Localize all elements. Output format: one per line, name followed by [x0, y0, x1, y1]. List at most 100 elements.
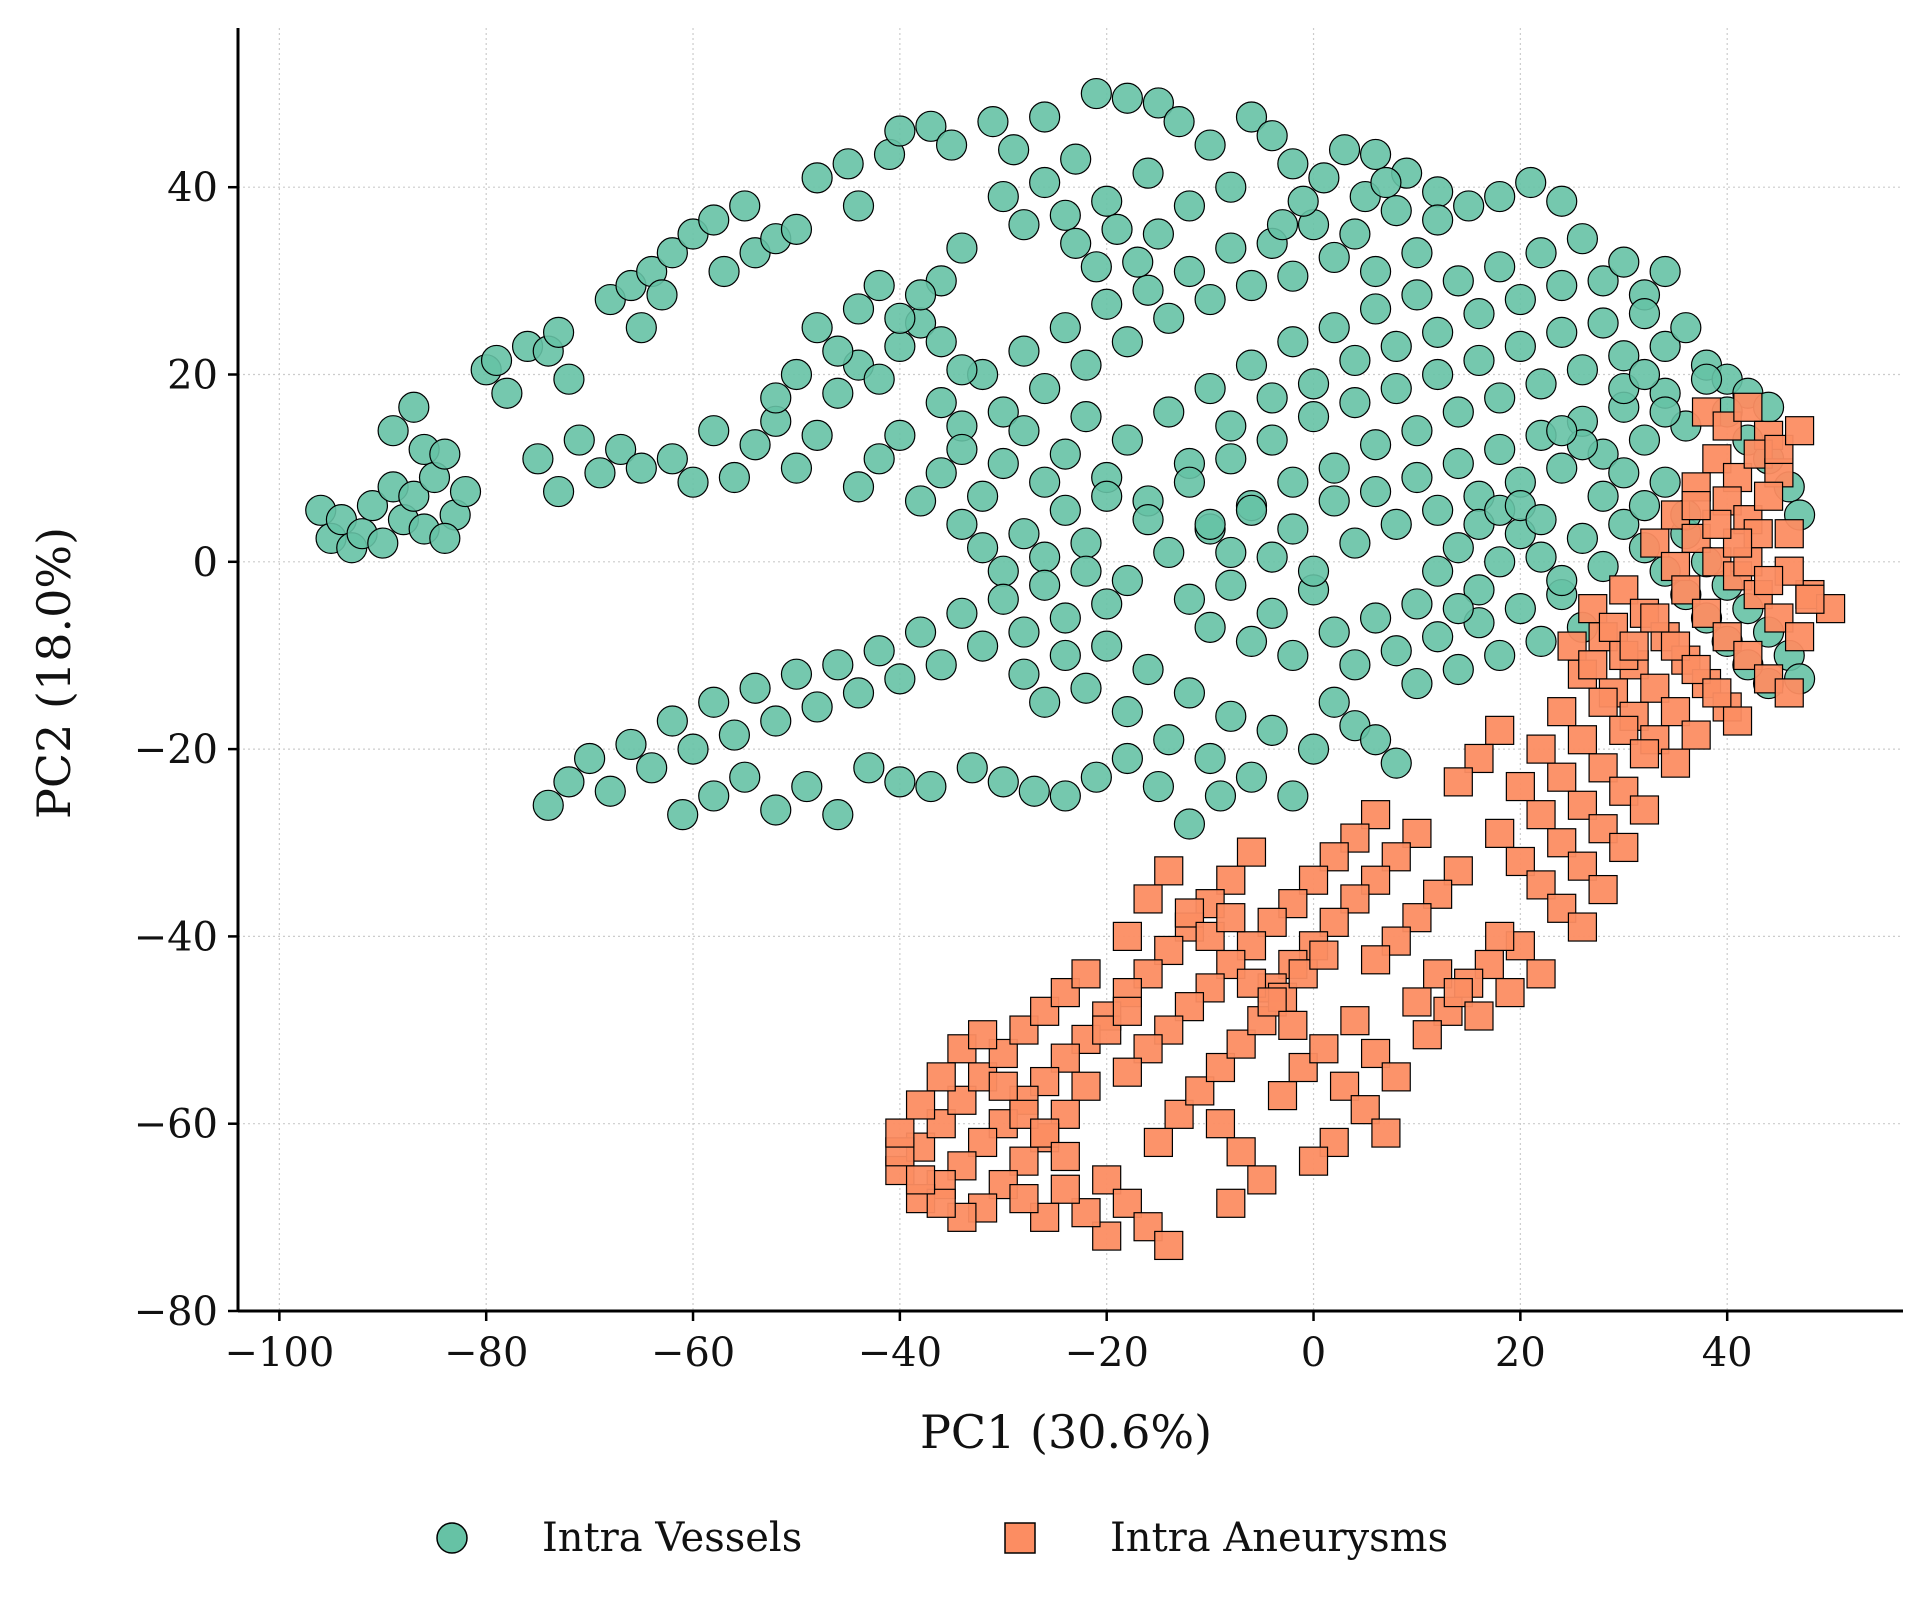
data-point-circle — [1070, 349, 1102, 381]
data-point-circle — [1297, 733, 1330, 765]
data-point-square — [1609, 715, 1639, 745]
data-point-circle — [1318, 241, 1350, 274]
data-point-circle — [1380, 747, 1412, 779]
data-point-circle — [1070, 672, 1102, 704]
data-point-circle — [884, 419, 916, 451]
data-point-square — [1784, 622, 1815, 652]
data-point-square — [905, 1165, 936, 1195]
data-point-circle — [863, 443, 895, 475]
data-point-square — [1381, 1062, 1411, 1092]
data-point-circle — [1256, 424, 1288, 456]
data-point-square — [1526, 959, 1556, 989]
data-point-circle — [1173, 190, 1206, 222]
data-point-circle — [553, 766, 585, 798]
data-point-circle — [1318, 485, 1350, 517]
data-point-circle — [1008, 616, 1040, 648]
data-point-circle — [1339, 386, 1371, 419]
data-point-circle — [1339, 649, 1371, 681]
data-point-square — [1030, 1118, 1060, 1148]
data-point-circle — [429, 438, 461, 470]
data-point-circle — [1442, 447, 1474, 480]
data-point-circle — [1049, 639, 1081, 672]
x-tick-label: 0 — [1301, 1330, 1326, 1376]
data-point-circle — [1173, 583, 1206, 615]
data-point-square — [1567, 725, 1598, 755]
data-point-circle — [1339, 344, 1371, 377]
data-point-square — [1588, 687, 1618, 717]
data-point-square — [1640, 603, 1670, 633]
data-point-circle — [1049, 199, 1081, 231]
data-point-circle — [1060, 143, 1092, 175]
data-point-circle — [1484, 546, 1516, 578]
data-point-circle — [656, 443, 688, 475]
data-point-square — [1278, 1010, 1308, 1040]
data-point-circle — [1215, 569, 1247, 601]
data-point-circle — [1215, 171, 1247, 203]
data-point-square — [1288, 959, 1318, 989]
data-point-circle — [698, 415, 730, 447]
data-point-circle — [966, 630, 999, 662]
data-point-circle — [698, 780, 730, 812]
y-tick-label: 40 — [167, 165, 218, 211]
data-point-square — [1495, 977, 1525, 1008]
data-point-circle — [1111, 742, 1143, 775]
data-point-square — [1547, 762, 1577, 792]
data-point-square — [1112, 921, 1142, 952]
data-point-circle — [377, 415, 409, 447]
data-point-circle — [1484, 180, 1516, 213]
data-point-square — [1360, 945, 1391, 975]
data-point-square — [1143, 1127, 1174, 1158]
data-point-square — [1205, 1052, 1236, 1083]
data-point-circle — [987, 583, 1019, 615]
data-point-circle — [1525, 625, 1557, 658]
data-point-circle — [1029, 569, 1061, 601]
data-point-circle — [987, 180, 1019, 213]
data-point-square — [1733, 392, 1763, 422]
data-point-circle — [1194, 372, 1226, 405]
data-point-circle — [832, 148, 864, 180]
data-point-circle — [1608, 246, 1640, 278]
data-point-circle — [863, 635, 895, 667]
data-point-circle — [574, 742, 606, 775]
data-point-square — [1526, 734, 1556, 764]
data-point-circle — [1070, 401, 1102, 433]
data-point-square — [1774, 519, 1804, 549]
x-tick-label: −100 — [224, 1330, 334, 1376]
data-point-circle — [1380, 195, 1412, 227]
data-point-square — [1298, 1146, 1329, 1176]
data-point-circle — [884, 663, 916, 695]
data-point-circle — [398, 391, 430, 423]
data-point-square — [1309, 940, 1339, 970]
data-point-square — [1050, 1174, 1080, 1204]
data-point-square — [1795, 584, 1825, 614]
data-point-circle — [915, 110, 947, 142]
data-point-circle — [1256, 597, 1288, 629]
data-point-circle — [1235, 269, 1268, 302]
data-point-circle — [1359, 475, 1392, 508]
data-point-square — [1547, 697, 1577, 727]
data-point-square — [1588, 874, 1618, 905]
data-point-square — [1133, 884, 1163, 914]
data-point-circle — [1297, 555, 1330, 587]
data-point-circle — [822, 799, 854, 831]
data-point-circle — [946, 597, 978, 629]
data-point-circle — [1422, 555, 1454, 587]
data-point-circle — [1649, 466, 1681, 498]
data-point-circle — [1080, 77, 1112, 110]
data-point-circle — [1463, 574, 1495, 606]
data-point-square — [1340, 1006, 1370, 1036]
data-point-square — [1609, 832, 1639, 863]
data-point-circle — [656, 705, 688, 737]
data-point-square — [1691, 598, 1722, 628]
data-point-circle — [1328, 134, 1361, 166]
data-point-circle — [1153, 302, 1185, 334]
series-intra-vessels — [305, 77, 1816, 840]
data-point-circle — [656, 237, 688, 269]
data-point-circle — [842, 190, 875, 222]
data-point-circle — [1256, 541, 1288, 573]
data-point-square — [1784, 416, 1815, 446]
data-point-circle — [1401, 588, 1433, 620]
data-point-circle — [1515, 166, 1547, 199]
data-point-square — [1154, 1230, 1184, 1261]
